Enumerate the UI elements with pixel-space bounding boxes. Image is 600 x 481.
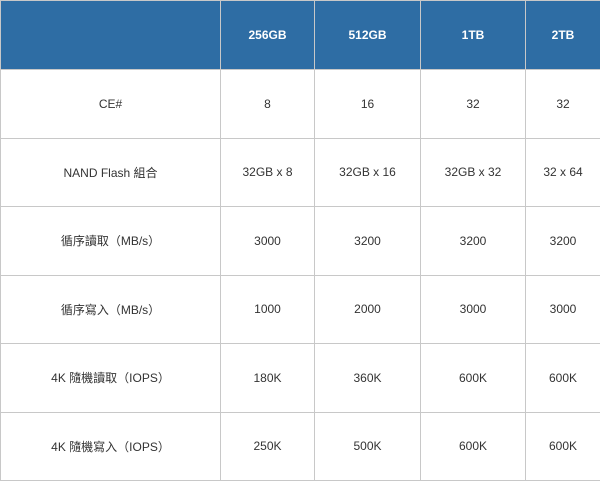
table-cell: 180K — [220, 343, 315, 413]
table-cell: 600K — [420, 411, 526, 481]
table-cell: 32 — [525, 69, 600, 139]
table-cell: 3000 — [420, 274, 526, 344]
table-cell: 3000 — [525, 274, 600, 344]
table-cell: 3200 — [314, 206, 421, 276]
header-cell-512gb: 512GB — [314, 0, 421, 70]
table-cell: 3200 — [420, 206, 526, 276]
table-cell: 2000 — [314, 274, 421, 344]
table-cell: 600K — [525, 411, 600, 481]
table-row: CE# 8 16 32 32 — [0, 69, 600, 139]
table-cell: 250K — [220, 411, 315, 481]
table-cell: 32GB x 8 — [220, 137, 315, 207]
table-cell: 600K — [525, 343, 600, 413]
table-cell: 16 — [314, 69, 421, 139]
table-row: NAND Flash 組合 32GB x 8 32GB x 16 32GB x … — [0, 137, 600, 207]
table-cell: 32GB x 32 — [420, 137, 526, 207]
row-label: 4K 隨機讀取（IOPS） — [0, 343, 221, 413]
table-cell: 32GB x 16 — [314, 137, 421, 207]
table-row: 4K 隨機寫入（IOPS） 250K 500K 600K 600K — [0, 411, 600, 481]
row-label: 循序寫入（MB/s） — [0, 274, 221, 344]
row-label: CE# — [0, 69, 221, 139]
table-cell: 3200 — [525, 206, 600, 276]
table-row: 循序寫入（MB/s） 1000 2000 3000 3000 — [0, 274, 600, 344]
table-row: 4K 隨機讀取（IOPS） 180K 360K 600K 600K — [0, 343, 600, 413]
row-label: NAND Flash 組合 — [0, 137, 221, 207]
table-cell: 500K — [314, 411, 421, 481]
row-label: 4K 隨機寫入（IOPS） — [0, 411, 221, 481]
table-cell: 3000 — [220, 206, 315, 276]
table-cell: 32 — [420, 69, 526, 139]
header-cell-2tb: 2TB — [525, 0, 600, 70]
table-cell: 8 — [220, 69, 315, 139]
header-row: 256GB 512GB 1TB 2TB — [0, 0, 600, 70]
row-label: 循序讀取（MB/s） — [0, 206, 221, 276]
table-row: 循序讀取（MB/s） 3000 3200 3200 3200 — [0, 206, 600, 276]
header-cell-256gb: 256GB — [220, 0, 315, 70]
table-cell: 600K — [420, 343, 526, 413]
table-cell: 360K — [314, 343, 421, 413]
table-cell: 1000 — [220, 274, 315, 344]
header-corner-cell — [0, 0, 221, 70]
table-cell: 32 x 64 — [525, 137, 600, 207]
header-cell-1tb: 1TB — [420, 0, 526, 70]
